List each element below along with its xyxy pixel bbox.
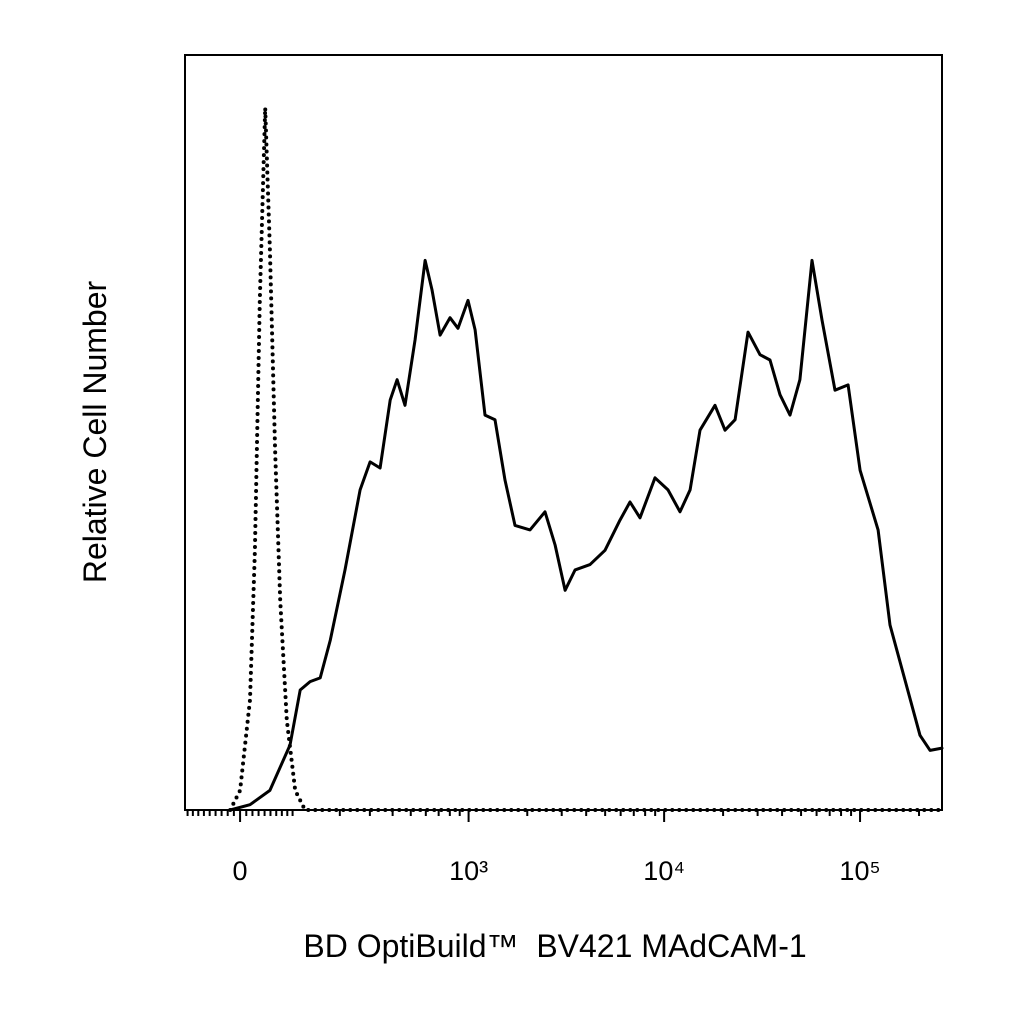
- x-tick-label: 0: [233, 856, 248, 886]
- x-tick-label: 10⁵: [839, 856, 880, 886]
- series-line: [228, 258, 944, 812]
- x-axis-label: BD OptiBuild™ BV421 MAdCAM-1: [303, 928, 806, 964]
- plot-frame: [184, 54, 943, 811]
- x-tick-label: 10³: [449, 856, 488, 886]
- series-line: [228, 105, 944, 812]
- x-tick-label: 10⁴: [643, 856, 685, 886]
- y-axis-label: Relative Cell Number: [77, 280, 113, 583]
